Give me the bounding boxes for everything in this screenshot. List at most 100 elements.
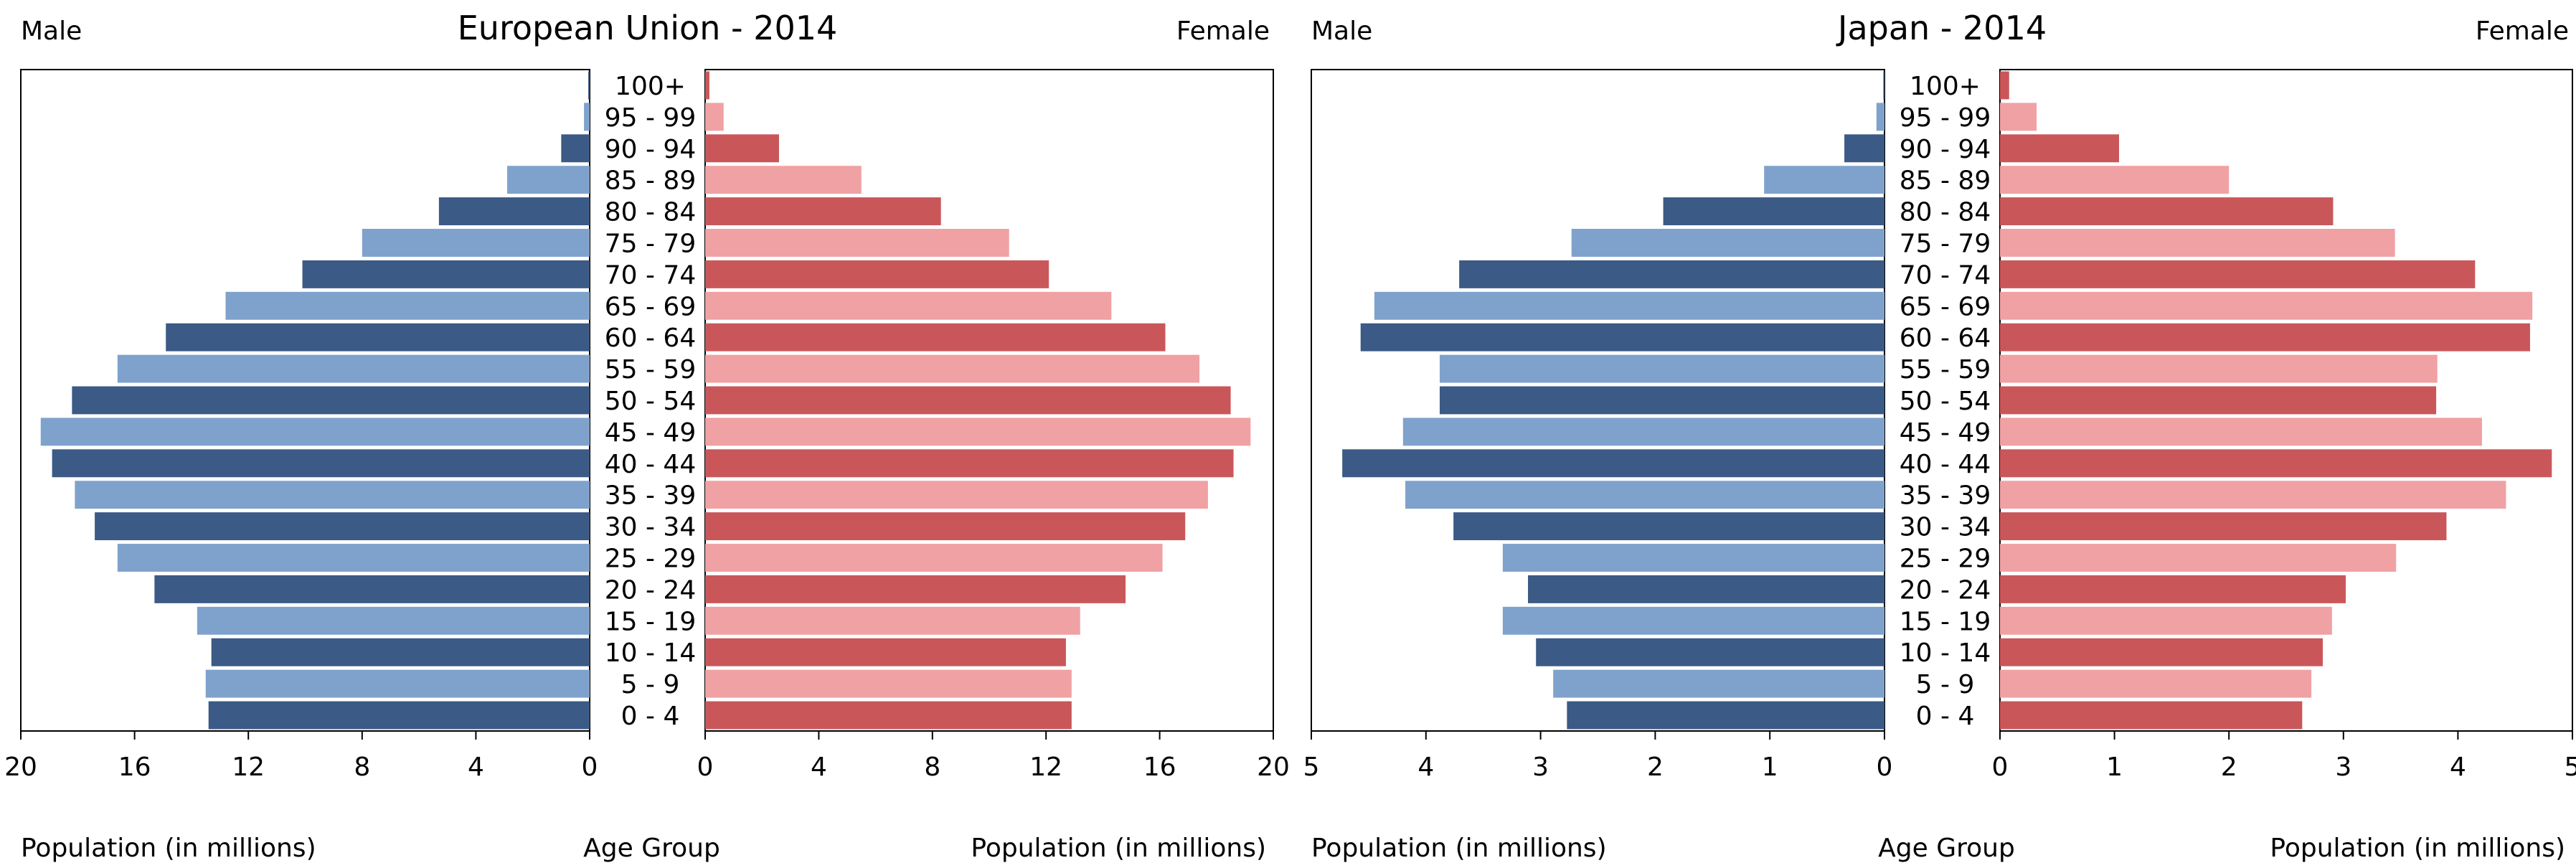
female-x-tick-label: 0 — [697, 753, 714, 782]
age-group-label: 75 - 79 — [605, 229, 697, 258]
female-bar — [705, 134, 779, 163]
age-group-label: 60 - 64 — [605, 324, 697, 353]
female-x-tick-label: 16 — [1143, 753, 1176, 782]
chart-title: European Union - 2014 — [458, 9, 838, 47]
male-label: Male — [1311, 16, 1372, 46]
male-bar — [584, 103, 590, 131]
female-bar — [705, 323, 1166, 352]
female-bar — [705, 418, 1251, 446]
female-label: Female — [2476, 16, 2569, 46]
female-bar — [2000, 291, 2533, 320]
age-group-label: 70 - 74 — [1900, 260, 1991, 290]
male-x-tick-label: 8 — [354, 753, 370, 782]
age-group-label: 80 - 84 — [605, 198, 697, 227]
chart-title: Japan - 2014 — [1836, 9, 2047, 47]
pyramid-panel-eu: Male Female European Union - 2014 100+95 - … — [4, 9, 1290, 863]
male-bar — [95, 512, 590, 541]
female-x-tick-label: 2 — [2221, 753, 2237, 782]
age-group-label: 5 - 9 — [621, 670, 680, 699]
male-x-tick-label: 2 — [1647, 753, 1664, 782]
female-bar — [705, 71, 709, 100]
female-x-tick-label: 12 — [1029, 753, 1062, 782]
male-bar — [302, 260, 590, 288]
age-group-label: 10 - 14 — [1900, 638, 1991, 668]
age-group-label: 45 - 49 — [605, 418, 697, 448]
age-group-label: 90 - 94 — [605, 135, 697, 164]
female-label: Female — [1176, 16, 1270, 46]
age-group-label: 85 - 89 — [605, 166, 697, 196]
female-bar — [2000, 260, 2476, 288]
male-bar — [211, 638, 590, 666]
female-bar — [705, 669, 1072, 698]
female-x-tick-label: 3 — [2335, 753, 2351, 782]
age-group-label: 0 - 4 — [621, 702, 680, 731]
age-group-label: 70 - 74 — [605, 260, 697, 290]
age-group-label: 20 - 24 — [1900, 575, 1991, 605]
male-bar — [438, 197, 590, 226]
male-x-tick-label: 5 — [1303, 753, 1320, 782]
male-bar — [588, 71, 590, 100]
male-x-tick-label: 20 — [4, 753, 37, 782]
male-bar — [225, 291, 590, 320]
female-bar — [2000, 166, 2230, 194]
male-bar — [1405, 481, 1884, 509]
age-group-label: 30 - 34 — [605, 513, 697, 542]
age-group-label: 30 - 34 — [1900, 513, 1991, 542]
female-bar — [2000, 512, 2447, 541]
age-group-label: 20 - 24 — [605, 575, 697, 605]
male-bar — [1663, 197, 1884, 226]
age-group-label: 85 - 89 — [1900, 166, 1991, 196]
female-bar — [2000, 575, 2346, 603]
age-group-label: 95 - 99 — [605, 103, 697, 133]
age-group-label: 40 - 44 — [1900, 450, 1991, 479]
male-x-tick-label: 16 — [118, 753, 151, 782]
male-bar — [205, 669, 590, 698]
male-bar — [1567, 701, 1884, 730]
age-group-label: 25 - 29 — [605, 544, 697, 574]
female-bar — [2000, 418, 2482, 446]
female-bar — [705, 449, 1234, 478]
male-bar — [1883, 71, 1884, 100]
age-group-label: 15 - 19 — [1900, 607, 1991, 636]
female-bar — [705, 103, 724, 131]
female-bar — [2000, 229, 2395, 257]
female-bar — [2000, 449, 2552, 478]
male-bar — [1528, 575, 1884, 603]
age-group-label: 35 - 39 — [605, 481, 697, 511]
age-group-label: 5 - 9 — [1916, 670, 1975, 699]
male-axis-title: Population (in millions) — [21, 834, 316, 863]
male-bar — [507, 166, 590, 194]
age-group-label: 60 - 64 — [1900, 324, 1991, 353]
female-bar — [705, 260, 1049, 288]
female-x-tick-label: 8 — [924, 753, 940, 782]
male-x-tick-label: 0 — [1877, 753, 1893, 782]
male-bar — [1439, 354, 1884, 383]
male-bar — [1360, 323, 1884, 352]
female-axis-title: Population (in millions) — [971, 834, 1266, 863]
age-group-label: 50 - 54 — [605, 387, 697, 416]
female-bar — [705, 701, 1072, 730]
male-label: Male — [21, 16, 82, 46]
age-group-label: 40 - 44 — [605, 450, 697, 479]
female-bar — [2000, 606, 2332, 635]
female-bar — [2000, 638, 2323, 666]
age-group-label: 55 - 59 — [1900, 355, 1991, 385]
male-bar — [1439, 386, 1884, 415]
male-x-tick-label: 12 — [232, 753, 265, 782]
female-x-tick-label: 20 — [1257, 753, 1290, 782]
age-group-label: 25 - 29 — [1900, 544, 1991, 574]
female-bar — [705, 481, 1208, 509]
female-bar — [2000, 669, 2312, 698]
female-x-tick-label: 4 — [811, 753, 827, 782]
female-bar — [2000, 386, 2437, 415]
age-group-label: 95 - 99 — [1900, 103, 1991, 133]
female-bar — [2000, 134, 2119, 163]
age-group-label: 45 - 49 — [1900, 418, 1991, 448]
age-group-label: 15 - 19 — [605, 607, 697, 636]
age-group-label: 10 - 14 — [605, 638, 697, 668]
male-bar — [154, 575, 590, 603]
female-x-tick-label: 5 — [2565, 753, 2576, 782]
female-bar — [705, 638, 1066, 666]
female-axis-title: Population (in millions) — [2270, 834, 2565, 863]
